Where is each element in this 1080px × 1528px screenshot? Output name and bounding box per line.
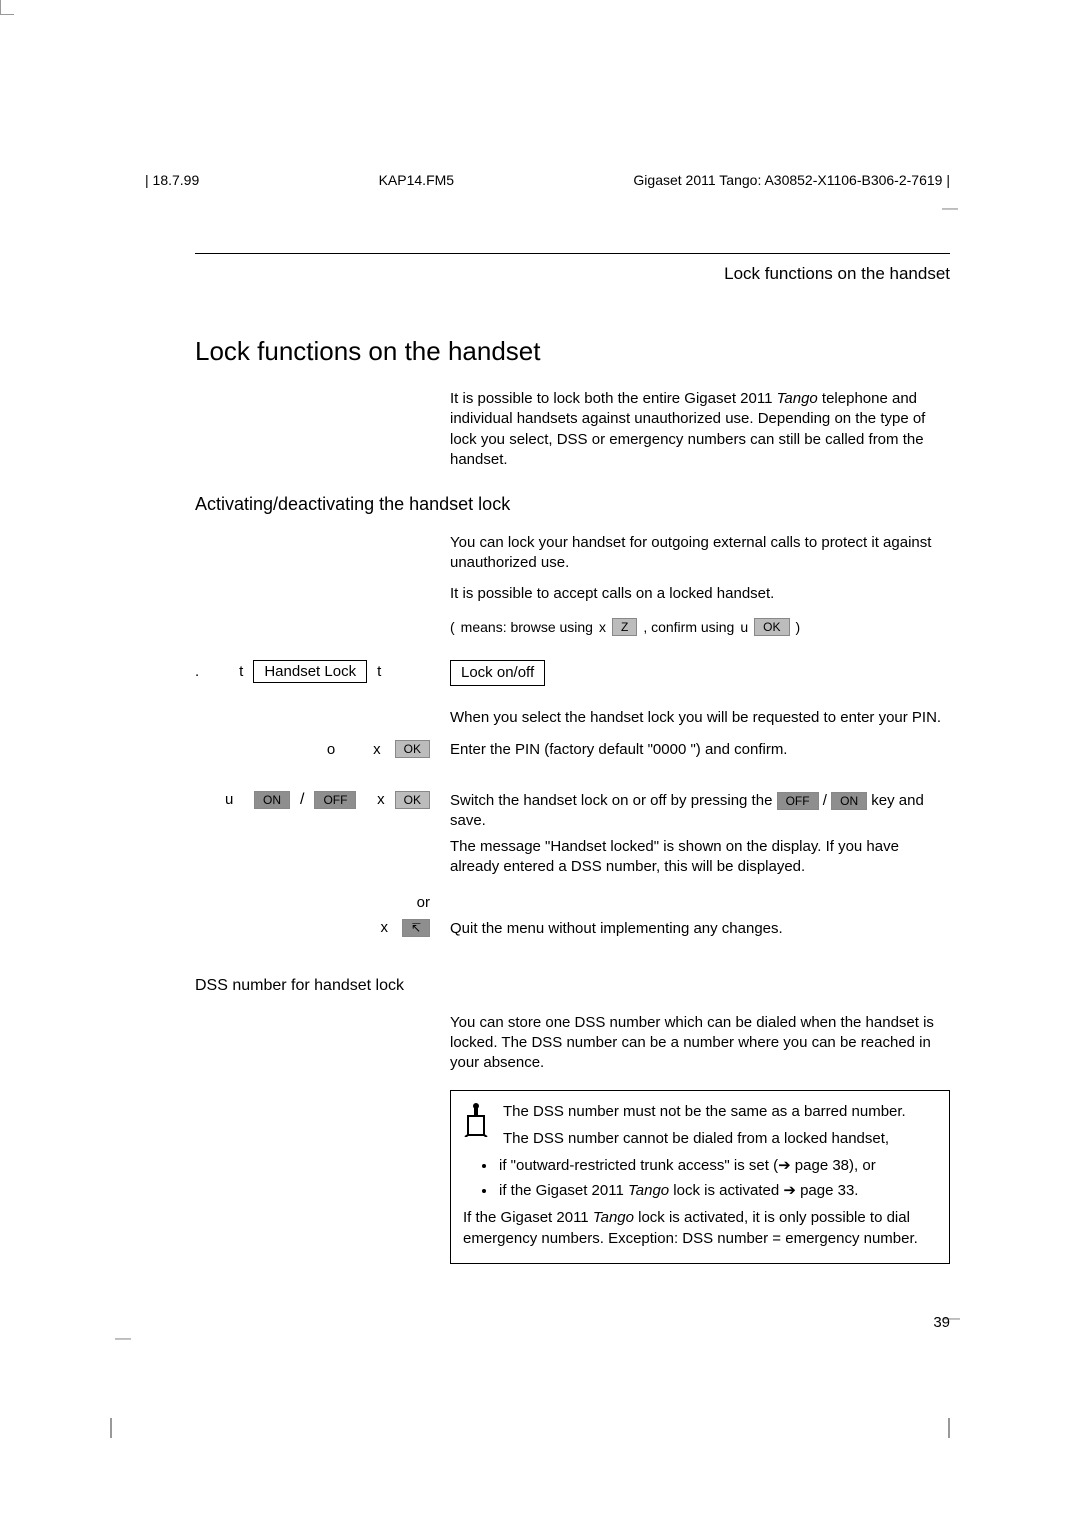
step-row: u ON / OFF x OK Switch the handset lock … [195, 791, 950, 878]
on-key: ON [254, 791, 290, 809]
note-box: The DSS number must not be the same as a… [450, 1090, 950, 1264]
off-key: OFF [314, 791, 356, 809]
note-line: The DSS number cannot be dialed from a l… [503, 1128, 937, 1149]
body-text: You can lock your handset for outgoing e… [450, 533, 950, 574]
menu-path-row: . t Handset Lock t Lock on/off [195, 660, 950, 686]
z-key: Z [612, 618, 637, 636]
intro-paragraph: It is possible to lock both the entire G… [450, 389, 950, 470]
marker: x [373, 741, 381, 758]
menu-item: Handset Lock [253, 660, 367, 683]
marker: t [239, 663, 243, 680]
step-row: o x OK Enter the PIN (factory default "0… [195, 740, 950, 760]
marker: x [599, 619, 606, 635]
step-desc: Quit the menu without implementing any c… [450, 919, 950, 939]
page-title: Lock functions on the handset [195, 336, 950, 367]
page-number: 39 [195, 1314, 950, 1331]
note-bullet: if "outward-restricted trunk access" is … [497, 1155, 937, 1176]
step-desc: Switch the handset lock on or off by pre… [450, 791, 950, 878]
hint-text: , confirm using [643, 619, 734, 635]
phone-icon [463, 1101, 489, 1149]
on-key: ON [831, 792, 867, 810]
step-row: x ↸ Quit the menu without implementing a… [195, 919, 950, 939]
or-separator: or [195, 894, 430, 911]
hint-row: ( means: browse using x Z , confirm usin… [450, 618, 950, 636]
note-bullet: if the Gigaset 2011 Tango lock is activa… [497, 1180, 937, 1201]
ok-key: OK [754, 618, 789, 636]
step-desc: The message "Handset locked" is shown on… [450, 837, 950, 878]
ok-key: OK [395, 791, 430, 809]
leading-dot: . [195, 663, 199, 680]
marker: o [327, 741, 335, 758]
subsection-heading: DSS number for handset lock [195, 977, 950, 995]
marker: x [380, 919, 388, 936]
step-desc: Enter the PIN (factory default "0000 ") … [450, 740, 950, 760]
marker: x [377, 791, 385, 808]
body-text: When you select the handset lock you wil… [450, 708, 950, 728]
body-text: You can store one DSS number which can b… [450, 1013, 950, 1074]
running-title: Lock functions on the handset [195, 264, 950, 284]
ok-key: OK [395, 740, 430, 758]
off-key: OFF [777, 792, 819, 810]
header-rule [195, 253, 950, 254]
body-text: It is possible to accept calls on a lock… [450, 584, 950, 604]
section-heading: Activating/deactivating the handset lock [195, 494, 950, 515]
note-line: The DSS number must not be the same as a… [503, 1101, 937, 1122]
menu-item: Lock on/off [450, 660, 545, 686]
marker: u [740, 619, 748, 635]
marker: t [377, 663, 381, 680]
exit-key: ↸ [402, 919, 430, 937]
hint-text: means: browse using [461, 619, 593, 635]
note-line: If the Gigaset 2011 Tango lock is activa… [463, 1207, 937, 1249]
marker: u [225, 791, 233, 808]
